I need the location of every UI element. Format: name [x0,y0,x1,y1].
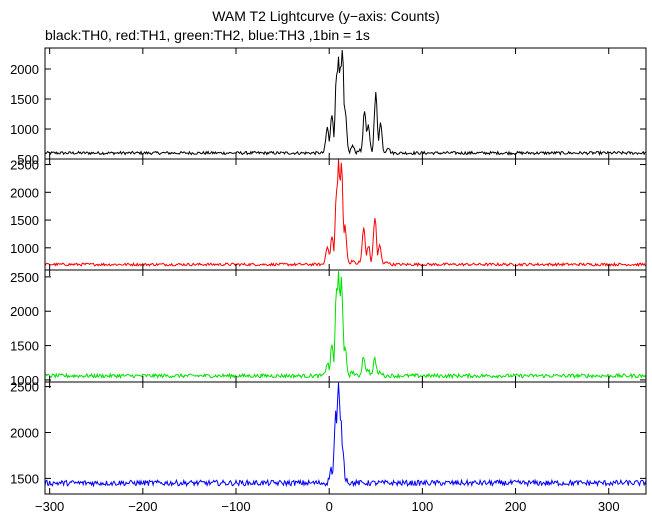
y-tick-label-1-1: 1500 [10,213,39,228]
y-tick-label-2-2: 2000 [10,304,39,319]
y-tick-label-3-0: 1500 [10,471,39,486]
panel-frame-3 [44,381,647,495]
chart-title: WAM T2 Lightcurve (y−axis: Counts) [212,8,440,24]
y-tick-label-3-1: 2000 [10,425,39,440]
y-tick-label-0-0: 500 [17,152,39,167]
series-line-th1 [44,158,647,268]
x-tick-label-6: 300 [598,499,620,514]
x-tick-label-2: −100 [221,499,250,514]
panel-frame-1 [44,158,647,271]
y-tick-label-2-3: 2500 [10,270,39,285]
y-tick-label-0-2: 1500 [10,92,39,107]
x-tick-label-0: −300 [35,499,64,514]
chart-subtitle: black:TH0, red:TH1, green:TH2, blue:TH3 … [45,27,370,43]
x-tick-label-5: 200 [505,499,527,514]
panel-frame-2 [44,269,647,383]
series-line-th3 [44,382,647,488]
y-tick-label-0-3: 2000 [10,62,39,77]
series-line-th0 [44,49,647,157]
y-tick-label-1-3: 2500 [10,158,39,173]
y-tick-label-1-2: 2000 [10,185,39,200]
x-tick-label-1: −200 [128,499,157,514]
panel-frame-0 [44,47,647,160]
series-line-th2 [44,271,647,380]
y-tick-label-0-1: 1000 [10,122,39,137]
y-tick-label-1-0: 1000 [10,241,39,256]
y-tick-label-2-1: 1500 [10,339,39,354]
x-tick-label-3: 0 [326,499,333,514]
y-tick-label-2-0: 1000 [10,373,39,388]
y-tick-label-3-2: 2500 [10,380,39,395]
x-tick-label-4: 100 [412,499,434,514]
